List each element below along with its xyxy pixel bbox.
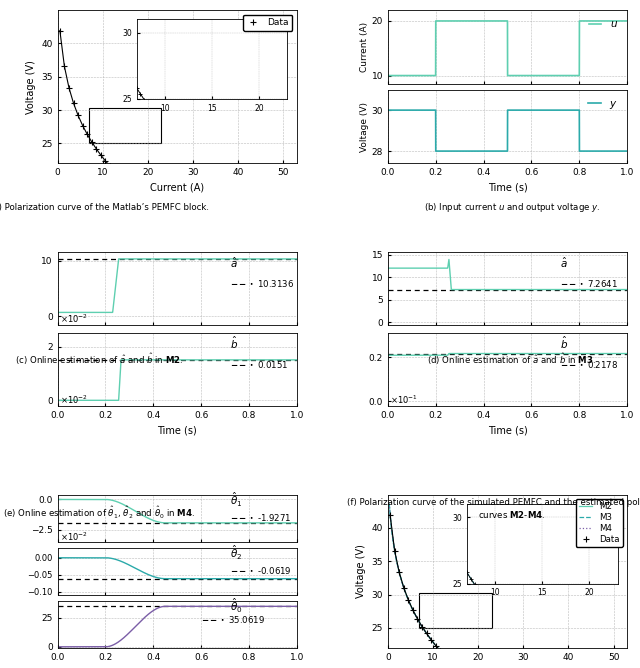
X-axis label: Time (s): Time (s): [488, 183, 527, 193]
Legend: $y$: $y$: [584, 95, 622, 115]
Text: (d) Online estimation of $\hat{a}$ and $\hat{b}$ in $\mathbf{M3}$.: (d) Online estimation of $\hat{a}$ and $…: [428, 351, 596, 367]
Text: $\mathbf{--\cdot}$ 0.0151: $\mathbf{--\cdot}$ 0.0151: [230, 359, 289, 370]
Legend: Data: Data: [243, 15, 292, 31]
Text: $\hat{a}$: $\hat{a}$: [230, 256, 237, 271]
Y-axis label: Current (A): Current (A): [360, 22, 369, 72]
Data: [120, 176, 127, 184]
Data: [193, 229, 200, 237]
Text: $\hat{\theta}_2$: $\hat{\theta}_2$: [230, 544, 242, 562]
M4: [385, 500, 393, 508]
Data: [266, 266, 273, 274]
Legend: M2, M3, M4, Data: M2, M3, M4, Data: [576, 499, 623, 547]
Data: [207, 236, 214, 244]
Text: (e) Online estimation of $\hat{\theta}_1$, $\hat{\theta}_2$ and $\hat{\theta}_0$: (e) Online estimation of $\hat{\theta}_1…: [3, 505, 195, 521]
M2: [385, 500, 393, 508]
Legend: $u$: $u$: [585, 15, 622, 33]
Text: $\times10^{-2}$: $\times10^{-2}$: [60, 394, 88, 406]
Data: [238, 253, 246, 261]
Data: [450, 661, 458, 668]
Line: Data: Data: [387, 512, 630, 668]
Text: (c) Online estimation of $\hat{a}$ and $\hat{b}$ in $\mathbf{M2}$.: (c) Online estimation of $\hat{a}$ and $…: [15, 351, 184, 367]
Text: (b) Input current $u$ and output voltage $y$.: (b) Input current $u$ and output voltage…: [424, 202, 600, 214]
Bar: [89, 108, 161, 144]
Text: $\times10^{-2}$: $\times10^{-2}$: [60, 313, 88, 325]
X-axis label: Time (s): Time (s): [488, 425, 527, 435]
X-axis label: Time (s): Time (s): [157, 425, 197, 435]
Text: $\mathbf{--\cdot}$ 10.3136: $\mathbf{--\cdot}$ 10.3136: [230, 278, 294, 289]
Text: (f) Polarization curve of the simulated PEMFC and the estimated polarization
cur: (f) Polarization curve of the simulated …: [347, 498, 640, 520]
Text: $\mathbf{--\cdot}$ -1.9271: $\mathbf{--\cdot}$ -1.9271: [230, 512, 291, 523]
Data: [387, 511, 394, 519]
M3: [385, 500, 393, 508]
Bar: [419, 593, 492, 628]
Data: [293, 278, 301, 286]
Data: [197, 232, 205, 240]
Text: $\mathbf{--\cdot}$ 7.2641: $\mathbf{--\cdot}$ 7.2641: [560, 278, 618, 289]
M4: [386, 510, 394, 518]
Line: M4: M4: [389, 504, 627, 668]
Text: $\hat{\theta}_1$: $\hat{\theta}_1$: [230, 491, 243, 509]
X-axis label: Current (A): Current (A): [150, 183, 204, 193]
Line: Data: Data: [57, 28, 300, 285]
Text: $\hat{a}$: $\hat{a}$: [560, 256, 568, 271]
Text: $\mathbf{--\cdot}$ -0.0619: $\mathbf{--\cdot}$ -0.0619: [230, 565, 292, 576]
Text: $\mathbf{--\cdot}$ 35.0619: $\mathbf{--\cdot}$ 35.0619: [201, 615, 266, 625]
Text: $\hat{b}$: $\hat{b}$: [230, 335, 238, 351]
Data: [56, 27, 64, 35]
Y-axis label: Voltage (V): Voltage (V): [26, 59, 36, 114]
Line: M2: M2: [389, 504, 627, 668]
Text: (a) Polarization curve of the Matlab’s PEMFC block.: (a) Polarization curve of the Matlab’s P…: [0, 204, 209, 212]
Text: $\mathbf{--\cdot}$ 0.2178: $\mathbf{--\cdot}$ 0.2178: [560, 359, 618, 370]
M2: [386, 510, 394, 518]
Y-axis label: Voltage (V): Voltage (V): [356, 544, 366, 599]
Line: M3: M3: [389, 504, 627, 668]
Text: $\hat{\theta}_0$: $\hat{\theta}_0$: [230, 597, 243, 615]
M3: [386, 510, 394, 518]
Text: $\hat{b}$: $\hat{b}$: [560, 335, 568, 351]
Text: $\times10^{-2}$: $\times10^{-2}$: [60, 531, 88, 544]
Y-axis label: Voltage (V): Voltage (V): [360, 102, 369, 152]
Text: $\times10^{-1}$: $\times10^{-1}$: [390, 394, 418, 406]
